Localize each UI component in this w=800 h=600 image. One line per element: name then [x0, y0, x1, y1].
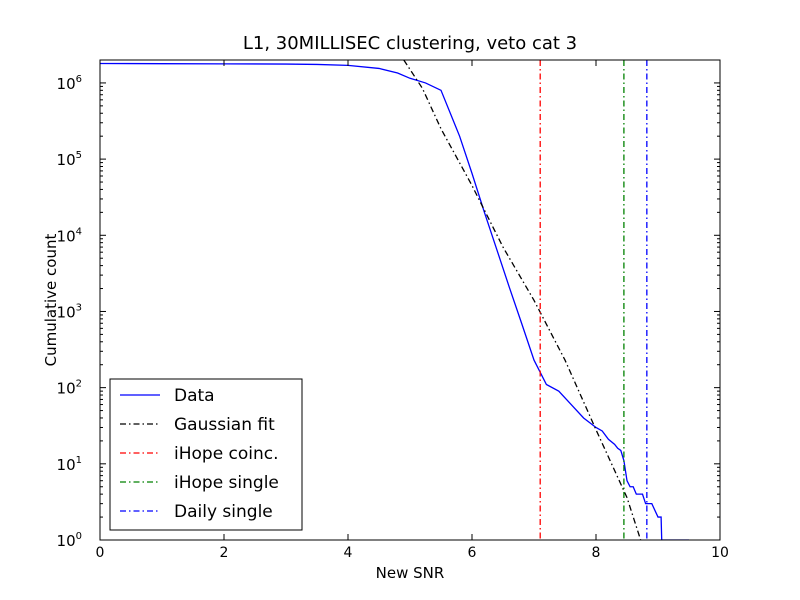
y-tick-label: 103	[57, 302, 82, 321]
y-tick-label: 102	[57, 379, 82, 398]
x-tick-label: 8	[592, 545, 601, 561]
y-tick-label: 100	[57, 531, 82, 550]
series-line-gaussian-fit	[403, 60, 642, 540]
x-axis-label: New SNR	[376, 564, 445, 582]
x-tick-label: 10	[711, 545, 729, 561]
legend-box	[109, 378, 303, 531]
legend-label: Daily single	[174, 502, 273, 522]
x-tick-label: 6	[468, 545, 477, 561]
x-tick-label: 4	[344, 545, 353, 561]
plot-frame	[99, 59, 721, 541]
x-tick-label: 0	[96, 545, 105, 561]
x-tick-label: 2	[220, 545, 229, 561]
plot-area	[100, 60, 689, 540]
legend-label: Data	[174, 386, 215, 406]
axis-ticks: 0 2 4 6 8 10 100 101 102 103 104 105 106	[57, 59, 729, 561]
chart-title: L1, 30MILLISEC clustering, veto cat 3	[243, 33, 577, 54]
y-tick-label: 104	[57, 226, 82, 245]
legend: Data Gaussian fit iHope coinc. iHope single…	[109, 378, 303, 531]
series-line-data	[100, 62, 689, 540]
legend-label: iHope single	[174, 473, 279, 493]
legend-label: iHope coinc.	[174, 444, 279, 464]
y-tick-label: 105	[57, 150, 82, 169]
y-tick-label: 106	[57, 74, 82, 93]
y-axis-label: Cumulative count	[42, 234, 60, 367]
legend-label: Gaussian fit	[174, 415, 275, 435]
y-tick-label: 101	[57, 455, 82, 474]
